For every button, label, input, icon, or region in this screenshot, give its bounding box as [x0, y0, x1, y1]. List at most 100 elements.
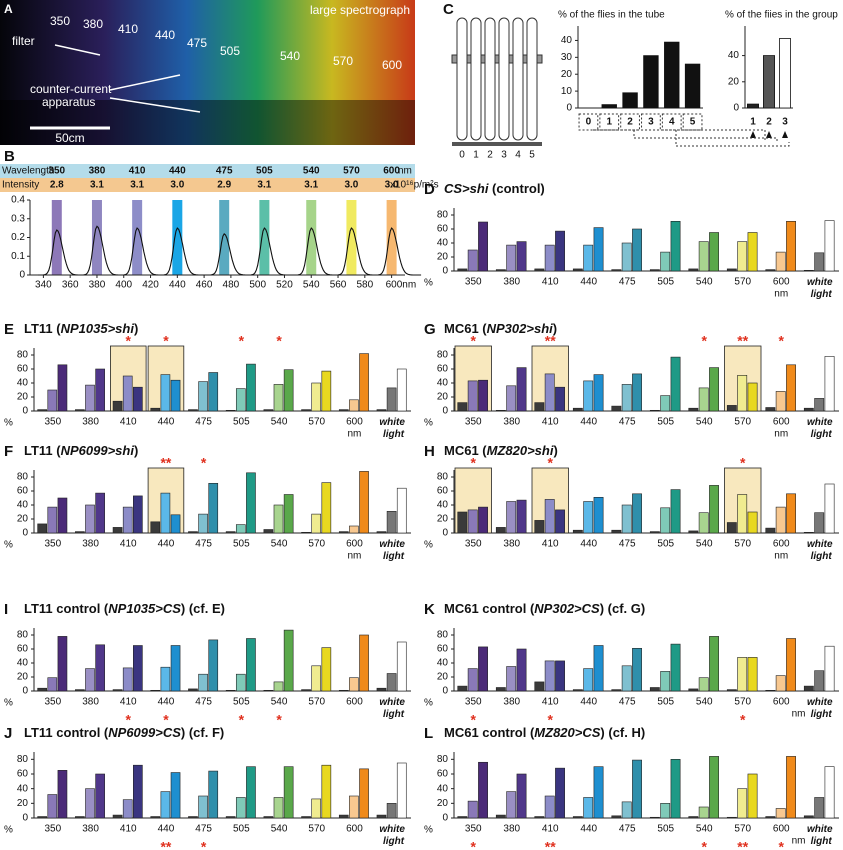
bar: [467, 380, 478, 412]
bar: [709, 756, 719, 819]
bar: [765, 407, 776, 412]
bar: [555, 767, 565, 819]
title-part: ) (cf. E): [181, 601, 225, 616]
bar: [506, 666, 517, 692]
bar: [57, 497, 68, 534]
bar: [263, 529, 274, 534]
bar: [133, 645, 143, 692]
intensity-cell-label: 3.1: [90, 180, 104, 191]
x-tick-label: white light: [379, 417, 405, 440]
bar: [737, 657, 748, 692]
title-part: NP1035>shi: [61, 321, 135, 336]
spectrum-peak: [372, 227, 422, 276]
bar: [301, 409, 311, 412]
x-tick-label: 440: [580, 417, 597, 428]
y-tick-label: 40: [437, 658, 449, 669]
bar: [386, 510, 397, 534]
x-tick-label: 475: [619, 539, 636, 550]
tube: [526, 17, 538, 141]
bar: [670, 356, 681, 412]
bar: [688, 268, 699, 272]
y-tick-label: 20: [17, 798, 29, 809]
bar: [506, 244, 517, 272]
bar: [321, 370, 332, 412]
x-tick-label: 520: [276, 280, 293, 291]
scale-label: 50cm: [55, 131, 84, 145]
panel-title: MC61 (NP302>shi): [444, 321, 557, 336]
x-tick-label: 1: [606, 117, 612, 128]
y-tick-label: 20: [437, 514, 449, 525]
bar: [376, 409, 387, 412]
bar: [814, 670, 825, 692]
x-tick-label: 410: [120, 697, 137, 708]
x-tick-label: 410: [542, 697, 559, 708]
bar: [198, 673, 208, 692]
y-tick-label: 0.3: [11, 213, 25, 224]
bar: [273, 797, 284, 819]
x-tick-label: 410: [120, 539, 137, 550]
bar: [396, 368, 407, 412]
bar: [225, 409, 236, 412]
y-tick-label: 60: [17, 644, 29, 655]
panel-label: K: [424, 601, 435, 618]
group-box: [578, 113, 599, 131]
x-tick-label: 540: [696, 824, 713, 835]
y-tick-label: 0: [22, 686, 28, 697]
x-tick-label: 570: [308, 824, 325, 835]
wavelength-cell: 570: [343, 166, 360, 177]
y-tick-label: 80: [437, 754, 449, 765]
bar: [359, 471, 369, 534]
bar: [150, 407, 161, 412]
x-tick-label: 475: [619, 824, 636, 835]
y-tick-label: 0.4: [11, 195, 25, 206]
bar: [803, 407, 814, 412]
y-tick-label: 60: [437, 769, 449, 780]
table-row: [0, 178, 415, 192]
bar: [338, 689, 349, 692]
x-unit: nm: [774, 551, 788, 562]
bar: [670, 643, 681, 692]
bar: [457, 816, 468, 819]
significance-mark: *: [276, 333, 282, 349]
x-tick-label: 350: [465, 417, 482, 428]
bar: [611, 689, 622, 692]
title-part: MC61 (: [444, 321, 487, 336]
bar: [765, 689, 776, 692]
bar: [122, 667, 133, 692]
y-axis-label: %: [424, 540, 433, 551]
bar: [803, 815, 814, 819]
bar: [170, 645, 181, 692]
bar: [698, 512, 709, 534]
bar: [133, 495, 143, 534]
bar: [112, 814, 123, 819]
y-axis-label: %: [4, 698, 13, 709]
significance-mark: *: [548, 455, 554, 471]
x-tick-label: 350: [465, 277, 482, 288]
bar: [283, 629, 294, 692]
bar: [660, 671, 671, 692]
x-unit: nm: [774, 429, 788, 440]
bar: [555, 509, 565, 534]
bar: [75, 689, 85, 692]
bar: [670, 221, 681, 272]
bar: [376, 687, 387, 692]
bar: [188, 688, 198, 692]
x-tick-label: 0: [586, 117, 592, 128]
x-tick-label: 505: [233, 824, 250, 835]
connector: [593, 129, 766, 142]
bar: [349, 677, 359, 692]
bar: [95, 773, 105, 819]
wavelength-band: [51, 200, 62, 275]
bar: [632, 493, 642, 534]
bar: [301, 689, 311, 692]
x-tick-label: 540: [271, 539, 288, 550]
x-tick-label: 540: [696, 277, 713, 288]
bar: [160, 666, 171, 692]
x-tick-label: 380: [503, 539, 520, 550]
bar: [150, 816, 161, 819]
significance-mark: *: [740, 712, 746, 728]
x-tick-label: 570: [734, 824, 751, 835]
x-tick-label: white light: [807, 417, 833, 440]
bar: [621, 801, 632, 819]
spectrum-peak: [245, 227, 294, 276]
